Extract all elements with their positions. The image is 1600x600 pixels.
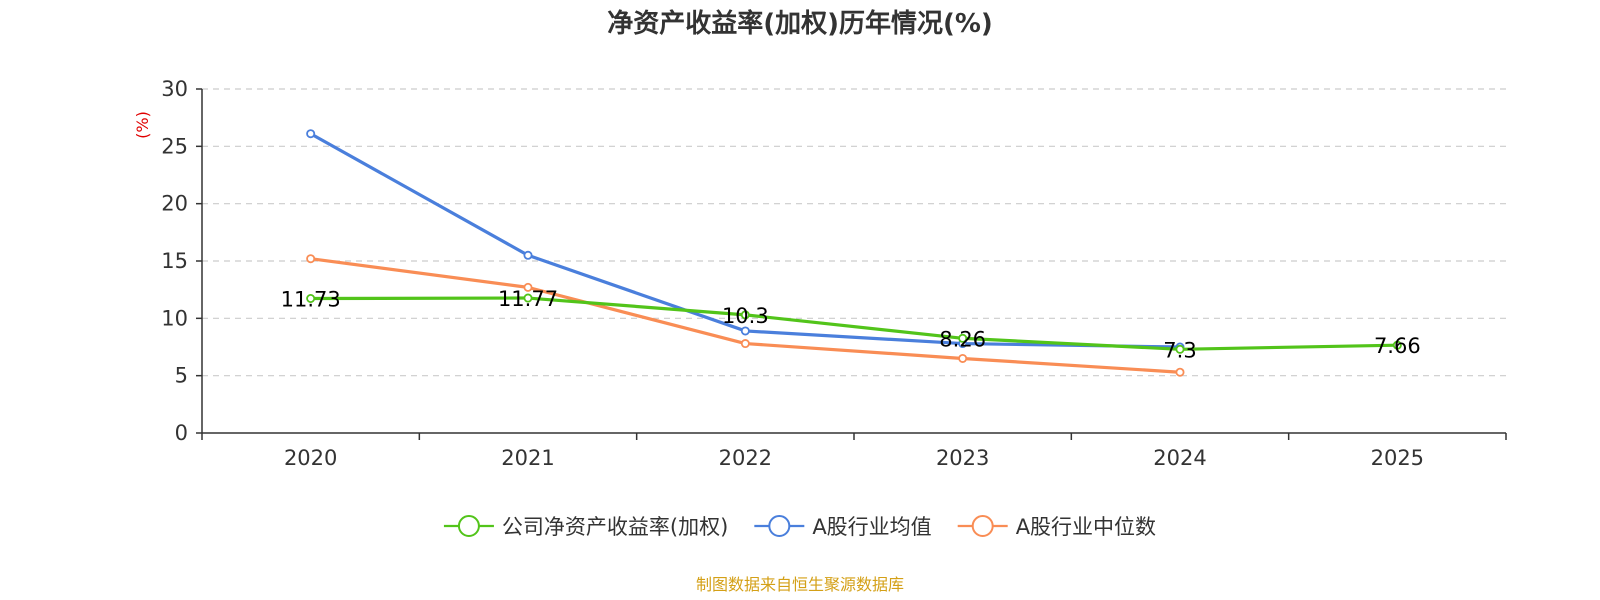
x-tick-label: 2024 [1153,446,1206,470]
data-point [1392,340,1402,350]
chart-title: 净资产收益率(加权)历年情况(%) [607,8,993,39]
data-point [740,339,750,349]
grid-layer [202,88,1506,377]
data-point [306,293,316,303]
series-0 [306,293,1402,354]
y-tick-label: 30 [161,77,188,101]
x-tick-label: 2020 [284,446,337,470]
data-label: 11.73 [281,287,341,311]
legend-label: A股行业中位数 [1016,515,1156,539]
legend-swatch-marker [457,515,480,537]
series-2 [306,254,1185,377]
legend-item-1[interactable]: A股行业均值 [754,515,932,539]
data-point [740,326,750,336]
data-label-layer: 11.73 11.77 10.3 8.26 7.3 7.66 [281,287,1421,362]
x-tick-label: 2023 [936,446,989,470]
data-label: 10.3 [722,304,769,328]
legend: 公司净资产收益率(加权) A股行业均值 A股行业中位数 [443,515,1156,539]
legend-label: A股行业均值 [812,515,931,539]
data-point [523,293,533,303]
x-tick-label: 2022 [719,446,772,470]
y-tick-label: 15 [161,249,188,273]
legend-item-0[interactable]: 公司净资产收益率(加权) [443,515,728,539]
data-point [958,333,968,343]
y-axis-label: (%) [133,111,152,139]
series-layer [306,129,1402,377]
legend-item-2[interactable]: A股行业中位数 [957,515,1156,539]
y-tick-label: 20 [161,192,188,216]
x-tick-label: 2025 [1371,446,1424,470]
data-label: 7.3 [1163,338,1196,362]
data-point [958,353,968,363]
data-point [306,129,316,139]
legend-swatch-marker [971,515,994,537]
data-point [523,250,533,260]
legend-swatch-marker [768,515,791,537]
data-point [1175,344,1185,354]
data-label: 8.26 [939,327,986,351]
data-point [523,282,533,292]
data-point [740,310,750,320]
data-point [306,254,316,264]
legend-label: 公司净资产收益率(加权) [502,515,728,539]
y-tick-label: 0 [175,421,188,445]
source-note: 制图数据来自恒生聚源数据库 [696,575,904,594]
series-line [310,296,1398,351]
y-tick-label: 10 [161,306,188,330]
y-tick-label: 25 [161,134,188,158]
data-label: 11.77 [498,287,558,311]
data-point [1175,367,1185,377]
x-tick-label: 2021 [501,446,554,470]
data-label: 7.66 [1374,334,1421,358]
y-tick-label: 5 [175,364,188,388]
